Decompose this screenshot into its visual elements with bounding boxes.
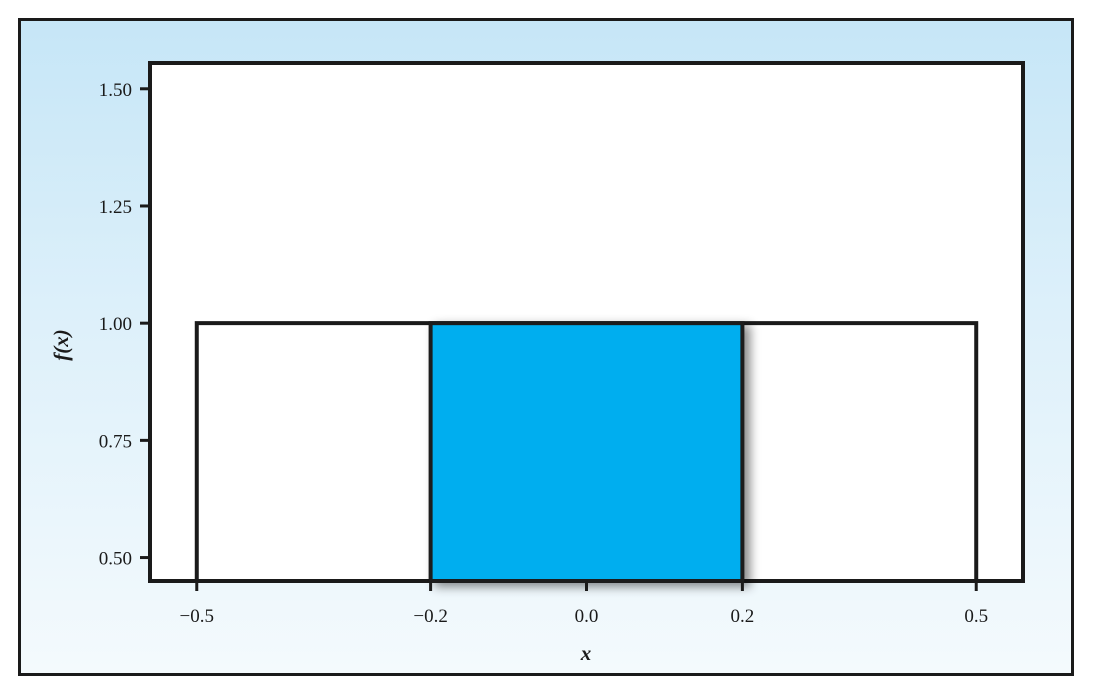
y-tick-label: 1.00 <box>99 314 132 335</box>
y-tick-label: 1.50 <box>99 80 132 101</box>
y-tick-label: 0.75 <box>99 431 132 452</box>
x-tick-label: 0.2 <box>731 606 755 627</box>
x-tick-label: −0.2 <box>413 606 447 627</box>
y-tick-label: 0.50 <box>99 549 132 570</box>
y-tick-label: 1.25 <box>99 197 132 218</box>
y-axis-label: f(x) <box>49 329 73 360</box>
x-axis-label: x <box>580 641 592 665</box>
x-tick-label: −0.5 <box>180 606 214 627</box>
x-tick-label: 0.5 <box>964 606 988 627</box>
shaded-probability-region <box>428 321 745 583</box>
x-tick-label: 0.0 <box>575 606 599 627</box>
